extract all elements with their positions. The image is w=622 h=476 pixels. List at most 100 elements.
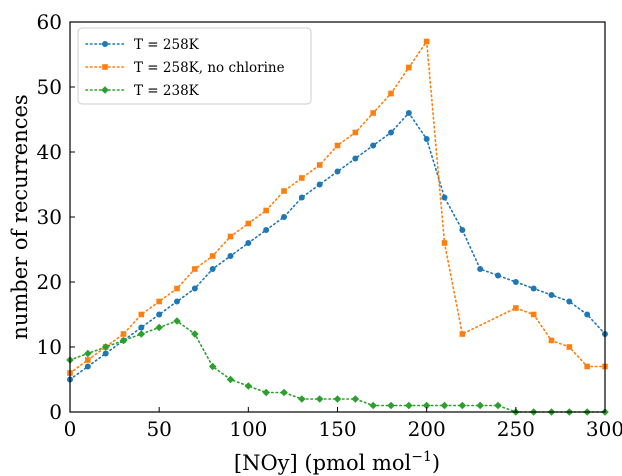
legend-marker-2 [102,64,108,70]
series-1-point [370,142,377,149]
series-2-point [423,38,430,45]
series-1-point [334,168,341,175]
series-1-point [477,266,484,272]
series-1 [67,110,608,383]
series-1-point [388,129,394,136]
series-2-point [85,357,91,363]
series-3-point [405,401,413,410]
series-1-point [263,227,270,233]
series-2-point [548,337,555,344]
series-1-point [298,194,305,201]
series-2-point [316,162,323,168]
series-2-point [566,344,573,350]
series-3-point [280,388,288,397]
series-3 [66,317,609,416]
y-tick-label: 40 [37,140,62,164]
x-tick-label: 300 [586,417,622,441]
series-2-point [120,331,127,337]
series-2-point [352,129,359,136]
y-tick-label: 60 [37,10,62,34]
y-axis-label: number of recurrences [8,94,32,339]
ticks-layer: 0 50 100 150 200 250 300 0 10 20 30 40 50 60 [37,10,622,441]
series-3-point [333,395,342,403]
series-1-point [84,363,91,370]
series-1-point [530,285,537,292]
series-1-point [512,279,519,285]
series-3-point [226,375,235,384]
series-1-point [245,240,252,246]
series-3-point [494,401,502,410]
series-3-point [244,382,253,390]
series-1-line [69,111,606,381]
series-1-point [566,298,573,305]
series-1-point [316,181,323,188]
x-axis-label-superscript: −1 [411,449,432,465]
series-2-point [388,90,394,97]
series-3-point [387,401,395,410]
x-tick-label: 0 [64,417,77,441]
series-2-point [584,363,590,370]
series-3-point [351,395,360,403]
series-2-point [370,110,376,116]
x-axis-label: [NOy] (pmol mol−1) [234,449,440,475]
series-2-point [227,233,234,240]
series-1-point [405,110,412,116]
series-1-point [227,253,234,259]
series-1-point [174,298,180,305]
series-3-point [458,401,467,410]
y-tick-label: 10 [37,335,62,359]
legend-label-2: T = 258K, no chlorine [134,60,285,76]
series-3-point [476,401,484,410]
series-3-point [101,343,110,351]
series-2-point [245,220,252,227]
series-1-point [281,214,287,220]
series-1-point [584,311,591,318]
series-2 [67,38,608,376]
series-2-point [263,207,269,214]
series-2-point [459,331,466,337]
series-3-point [119,336,128,345]
x-tick-label: 50 [146,417,171,441]
x-tick-label: 100 [229,417,267,441]
y-tick-label: 0 [49,400,62,424]
series-2-point [299,175,305,181]
series-2-point [156,298,162,305]
series-1-point [352,155,359,162]
series-1-point [441,194,448,201]
series-2-point [138,311,145,318]
series-3-point [84,349,92,358]
legend-marker-1 [102,41,108,47]
series-3-point [137,330,146,338]
series-2-point [530,311,537,318]
series-1-point [548,292,555,298]
series-2-point [281,188,287,194]
legend-label-3: T = 238K [134,83,200,99]
legend-label-1: T = 258K [134,37,200,53]
series-2-point [513,305,519,311]
series-2-point [441,240,448,246]
series-1-point [191,285,198,292]
series-1-point [423,136,430,142]
series-3-point [191,330,199,338]
series-3-point [173,317,181,325]
series-3-point [155,323,163,332]
series-2-point [406,64,412,71]
series-2-line [69,39,606,374]
y-tick-label: 50 [37,75,62,99]
series-3-point [208,362,217,371]
series-3-point [422,401,431,410]
series-1-point [459,227,466,233]
series-3-point [315,395,324,403]
series-2-point [192,266,198,272]
series-3-point [298,395,306,403]
legend-marker-3 [101,86,109,94]
series-3-point [262,388,270,397]
series-1-point [102,350,109,357]
y-tick-label: 20 [37,270,62,294]
series-3-point [369,401,377,410]
series-1-point [495,272,501,279]
series-1-point [156,311,163,318]
x-tick-label: 250 [497,417,535,441]
legend-frame [77,27,312,105]
